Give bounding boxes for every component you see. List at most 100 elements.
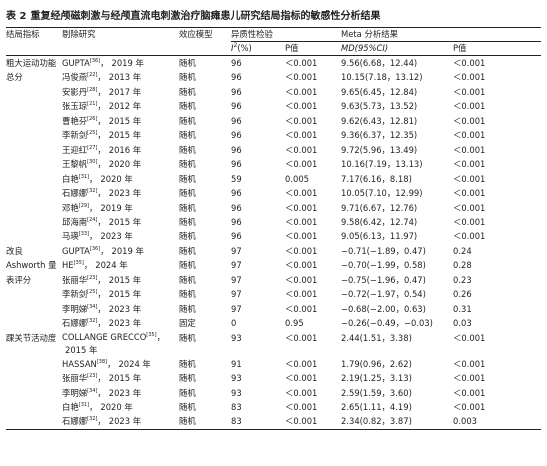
excluded-study: 冯俊燕[22]， 2013 年 xyxy=(62,72,142,83)
effect-model: 随机 xyxy=(179,58,196,68)
meta-p: ＜0.001 xyxy=(453,72,486,83)
effect-model: 随机 xyxy=(179,86,196,97)
effect-model: 随机 xyxy=(179,72,196,83)
study-year: 2017 年 xyxy=(108,86,142,97)
study-year: 2015 年 xyxy=(108,289,142,300)
md-ci: 9.63(5.73，13.52) xyxy=(341,101,418,112)
study-reference: [25] xyxy=(87,289,98,296)
excluded-study: 王黎帆[30]， 2020 年 xyxy=(62,159,142,170)
excluded-study: 石娜娜[32]， 2023 年 xyxy=(62,318,142,329)
table-row: 张丽华[23]， 2015 年 随机 93 ＜0.001 2.19(1.25，3.13) ＜… xyxy=(6,371,541,385)
study-year: 2015 年 xyxy=(108,274,142,285)
md-ci: −0.75(−1.96，0.47) xyxy=(341,274,426,285)
excluded-study: 张丽华[23]， 2015 年 xyxy=(62,373,142,384)
heterogeneity-p: 0.95 xyxy=(285,318,304,329)
table-row: 粗大运动功能总分 GUPTA[36]， 2019 年随机 96 ＜0.001 9.56(6… xyxy=(6,56,541,82)
study-author: HE xyxy=(62,260,74,271)
md-ci: 10.16(7.19，13.13) xyxy=(341,159,423,170)
header-i2: I2(%) xyxy=(231,41,285,56)
heterogeneity-p: ＜0.001 xyxy=(285,274,318,285)
study-reference: [32] xyxy=(87,318,98,325)
table-body: 粗大运动功能总分 GUPTA[36]， 2019 年随机 96 ＜0.001 9.56(6… xyxy=(6,56,541,430)
table-row: 张丽华[23]， 2015 年 随机 97 ＜0.001 −0.75(−1.96，0.47… xyxy=(6,273,541,287)
study-year: 2023 年 xyxy=(108,188,142,199)
excluded-study: 李明娣[34]， 2023 年 xyxy=(62,387,142,398)
study-author: 石娜娜 xyxy=(62,416,88,427)
i2-value: 93 xyxy=(231,332,242,343)
table-row: 曹艳芬[26]， 2015 年 随机 96 ＜0.001 9.62(6.43，12.81)… xyxy=(6,114,541,128)
meta-p: 0.23 xyxy=(453,274,472,285)
effect-model: 随机 xyxy=(179,216,196,227)
effect-model: 随机 xyxy=(179,245,196,256)
md-ci: −0.71(−1.89，0.47) xyxy=(341,245,426,256)
meta-p: 0.03 xyxy=(453,318,472,329)
excluded-study: 邱海南[24]， 2015 年 xyxy=(62,216,142,227)
study-author: GUPTA xyxy=(62,245,90,256)
meta-p: ＜0.001 xyxy=(453,231,486,242)
study-author: 张玉琼 xyxy=(62,101,88,112)
table-row: 邱海南[24]， 2015 年 随机 96 ＜0.001 9.58(6.42，12.74)… xyxy=(6,215,541,229)
excluded-study: GUPTA[36]， 2019 年 xyxy=(62,245,144,256)
outcome-indicator: 踝关节活动度 xyxy=(6,332,57,343)
meta-p: 0.24 xyxy=(453,245,472,256)
sensitivity-table: 结局指标 剔除研究 效应模型 异质性检验 Meta 分析结果 I2(%) P值 … xyxy=(6,27,541,430)
study-author: 安影丹 xyxy=(62,86,88,97)
md-ci: 1.79(0.96，2.62) xyxy=(341,358,412,369)
table-row: 石娜娜[32]， 2023 年 固定 0 0.95 −0.26(−0.49，−0.03) 0… xyxy=(6,316,541,330)
md-ci: −0.72(−1.97，0.54) xyxy=(341,289,426,300)
table-row: 李明娣[34]， 2023 年 随机 93 ＜0.001 2.59(1.59，3.60) ＜… xyxy=(6,386,541,400)
header-model: 效应模型 xyxy=(179,29,213,39)
meta-p: ＜0.001 xyxy=(453,130,486,141)
study-year: 2020 年 xyxy=(108,159,142,170)
header-md: MD(95%CI) xyxy=(341,41,453,56)
excluded-study: 马瑛[33]， 2023 年 xyxy=(62,231,133,242)
study-year: 2020 年 xyxy=(100,401,133,412)
header-study: 剔除研究 xyxy=(62,29,96,39)
heterogeneity-p: ＜0.001 xyxy=(285,387,318,398)
md-ci: −0.70(−1.99，0.58) xyxy=(341,260,426,271)
md-ci: 9.62(6.43，12.81) xyxy=(341,115,418,126)
study-author: 张丽华 xyxy=(62,373,88,384)
table-row: 踝关节活动度 COLLANGE GRECCO[35]， 2015 年 随机 93 ＜0.0… xyxy=(6,331,541,357)
excluded-study: 邓艳[29]， 2019 年 xyxy=(62,202,133,213)
table-row: 张玉琼[21]， 2012 年 随机 96 ＜0.001 9.63(5.73，13.52)… xyxy=(6,99,541,113)
md-ci: −0.26(−0.49，−0.03) xyxy=(341,318,433,329)
study-year: 2023 年 xyxy=(100,231,133,242)
study-reference: [36] xyxy=(89,246,101,253)
heterogeneity-p: ＜0.001 xyxy=(285,303,318,314)
study-year: 2024 年 xyxy=(118,358,151,369)
effect-model: 随机 xyxy=(179,202,196,213)
effect-model: 固定 xyxy=(179,318,196,329)
study-author: COLLANGE GRECCO xyxy=(62,331,147,342)
md-ci: 2.19(1.25，3.13) xyxy=(341,373,412,384)
table-row: HASSAN[38]， 2024 年 随机 91 ＜0.001 1.79(0.96，2.6… xyxy=(6,357,541,371)
effect-model: 随机 xyxy=(179,188,196,199)
table-row: 石娜娜[32]， 2023 年 随机 83 ＜0.001 2.34(0.82，3.87) 0… xyxy=(6,414,541,429)
excluded-study: 李新剑[25]， 2015 年 xyxy=(62,130,142,141)
study-reference: [24] xyxy=(87,217,98,224)
excluded-study: 石娜娜[32]， 2023 年 xyxy=(62,188,142,199)
heterogeneity-p: ＜0.001 xyxy=(285,373,318,384)
i2-value: 96 xyxy=(231,144,242,155)
md-ci: 9.56(6.68，12.44) xyxy=(341,58,418,68)
meta-p: 0.28 xyxy=(453,260,472,271)
study-year: 2019 年 xyxy=(111,58,144,68)
excluded-study: HE[35]， 2024 年 xyxy=(62,260,128,271)
md-ci: 9.65(6.45，12.84) xyxy=(341,86,418,97)
meta-p: ＜0.001 xyxy=(453,188,486,199)
excluded-study: 王迎红[27]， 2016 年 xyxy=(62,144,142,155)
heterogeneity-p: ＜0.001 xyxy=(285,72,318,83)
heterogeneity-p: ＜0.001 xyxy=(285,58,318,68)
meta-p: ＜0.001 xyxy=(453,387,486,398)
heterogeneity-p: ＜0.001 xyxy=(285,231,318,242)
study-reference: [29] xyxy=(78,202,90,209)
study-year: 2015 年 xyxy=(108,115,142,126)
heterogeneity-p: ＜0.001 xyxy=(285,115,318,126)
study-reference: [32] xyxy=(87,188,98,195)
study-author: 曹艳芬 xyxy=(62,115,88,126)
effect-model: 随机 xyxy=(179,144,196,155)
table-title: 表 2 重复经颅磁刺激与经颅直流电刺激治疗脑瘫患儿研究结局指标的敏感性分析结果 xyxy=(6,7,541,22)
study-year: 2024 年 xyxy=(95,260,128,271)
study-author: 李明娣 xyxy=(62,387,88,398)
md-ci: 2.34(0.82，3.87) xyxy=(341,416,412,427)
